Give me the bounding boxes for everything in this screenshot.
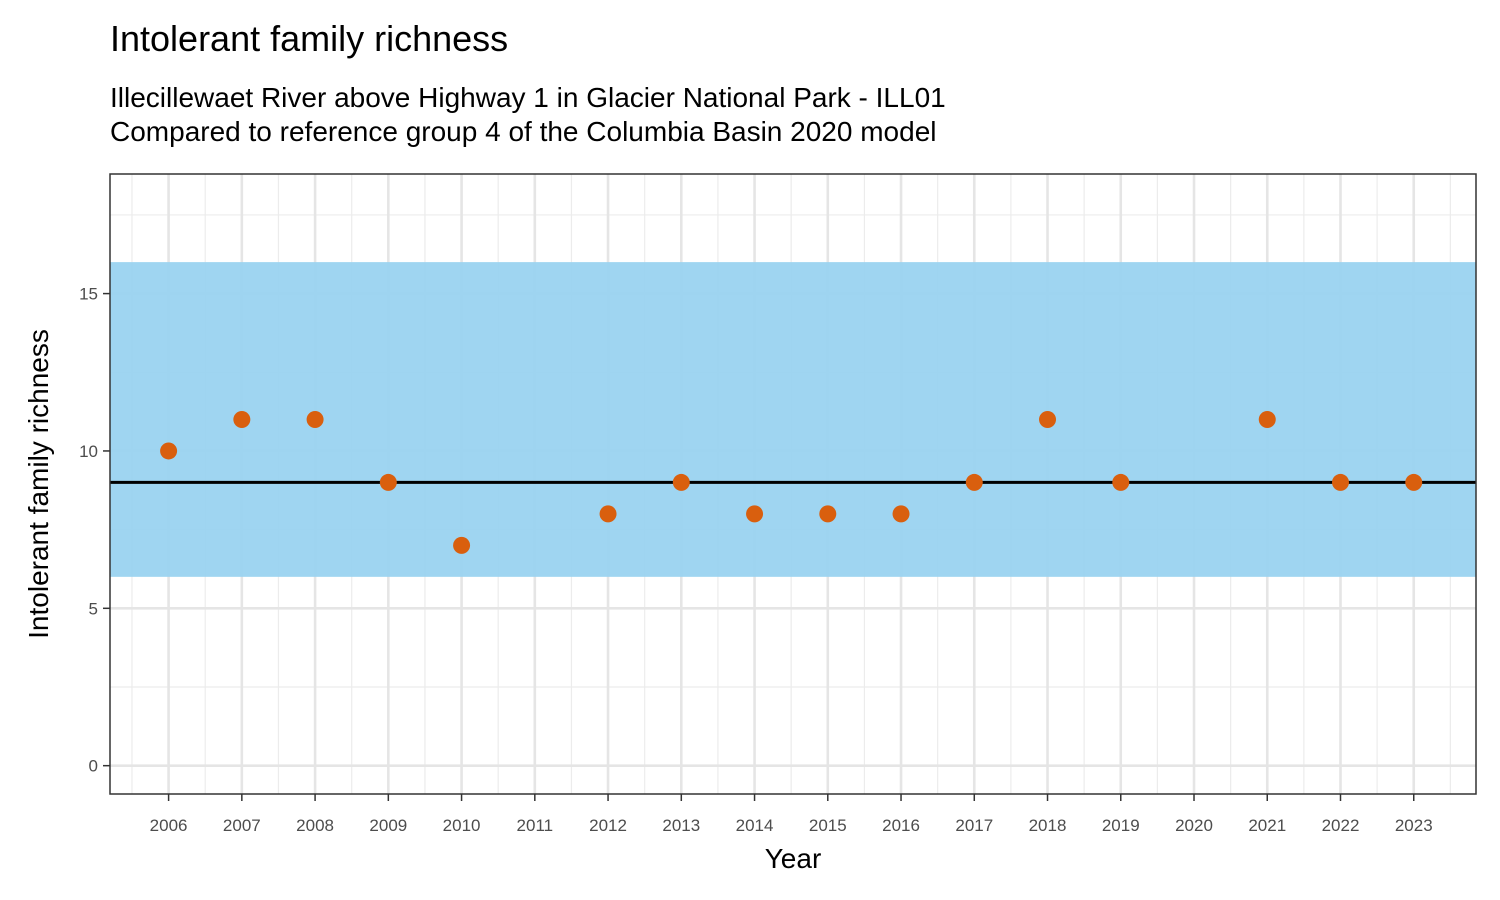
x-tick-label: 2011 (517, 816, 554, 835)
data-point (746, 505, 764, 523)
x-tick-label: 2023 (1395, 816, 1433, 835)
x-tick-label: 2019 (1102, 816, 1140, 835)
x-tick-label: 2007 (223, 816, 261, 835)
x-axis: 2006 2007 2008 2009 2010 2011 2012 2013 2014 2015… (150, 794, 1433, 835)
reference-band (110, 262, 1476, 577)
x-tick-label: 2014 (736, 816, 774, 835)
data-point (965, 473, 983, 491)
y-tick-label: 5 (89, 599, 98, 618)
x-tick-label: 2020 (1175, 816, 1213, 835)
x-tick-label: 2006 (150, 816, 188, 835)
y-axis: 0 5 10 15 (79, 285, 110, 776)
chart-subtitle-line-2: Compared to reference group 4 of the Col… (110, 116, 937, 147)
x-tick-label: 2018 (1029, 816, 1067, 835)
x-tick-label: 2010 (443, 816, 481, 835)
data-point (1331, 473, 1349, 491)
x-tick-label: 2012 (589, 816, 627, 835)
data-point (306, 410, 324, 428)
data-points (160, 410, 1423, 554)
panel-border (109, 173, 1477, 795)
data-point (160, 442, 178, 460)
y-axis-title: Intolerant family richness (23, 329, 54, 639)
data-point (1258, 410, 1276, 428)
x-axis-title: Year (765, 843, 822, 874)
x-tick-label: 2009 (369, 816, 407, 835)
data-point (819, 505, 837, 523)
data-point (1405, 473, 1423, 491)
x-tick-label: 2022 (1322, 816, 1360, 835)
data-point (233, 410, 251, 428)
x-tick-label: 2021 (1248, 816, 1286, 835)
x-tick-label: 2013 (662, 816, 700, 835)
chart-subtitle-line-1: Illecillewaet River above Highway 1 in G… (110, 82, 946, 113)
y-tick-label: 0 (89, 757, 98, 776)
x-tick-label: 2017 (955, 816, 993, 835)
data-point (453, 536, 471, 554)
data-point (1039, 410, 1057, 428)
x-tick-label: 2008 (296, 816, 334, 835)
data-point (379, 473, 397, 491)
chart-title: Intolerant family richness (110, 18, 509, 59)
data-point (892, 505, 910, 523)
x-tick-label: 2015 (809, 816, 847, 835)
data-point (1112, 473, 1130, 491)
y-tick-label: 15 (79, 285, 98, 304)
y-tick-label: 10 (79, 442, 98, 461)
x-tick-label: 2016 (882, 816, 920, 835)
data-point (672, 473, 690, 491)
data-point (599, 505, 617, 523)
